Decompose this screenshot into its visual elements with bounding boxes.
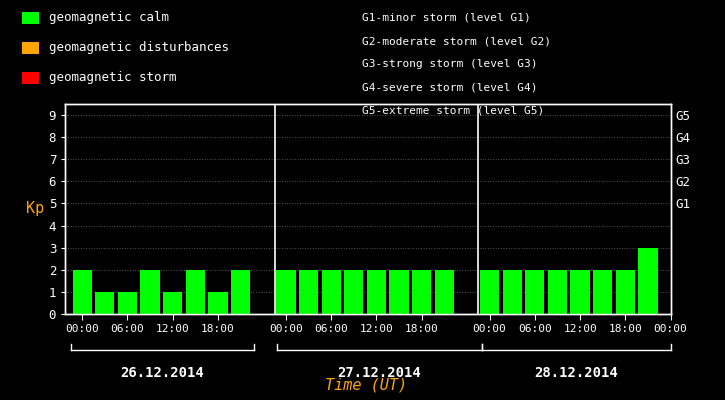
Text: 27.12.2014: 27.12.2014 bbox=[337, 366, 421, 380]
Bar bbox=[593, 270, 613, 314]
Text: G5-extreme storm (level G5): G5-extreme storm (level G5) bbox=[362, 106, 544, 116]
Bar bbox=[344, 270, 363, 314]
Bar bbox=[389, 270, 409, 314]
Text: G3-strong storm (level G3): G3-strong storm (level G3) bbox=[362, 60, 538, 70]
Bar bbox=[141, 270, 160, 314]
Text: geomagnetic storm: geomagnetic storm bbox=[49, 72, 177, 84]
Bar bbox=[435, 270, 454, 314]
Bar bbox=[639, 248, 658, 314]
Bar bbox=[72, 270, 92, 314]
Text: G1-minor storm (level G1): G1-minor storm (level G1) bbox=[362, 13, 531, 23]
Bar bbox=[276, 270, 296, 314]
Text: Time (UT): Time (UT) bbox=[325, 378, 407, 393]
Y-axis label: Kp: Kp bbox=[25, 202, 44, 216]
Bar bbox=[95, 292, 115, 314]
Bar bbox=[548, 270, 567, 314]
Bar bbox=[186, 270, 205, 314]
Bar bbox=[208, 292, 228, 314]
Bar bbox=[480, 270, 500, 314]
Text: G4-severe storm (level G4): G4-severe storm (level G4) bbox=[362, 83, 538, 93]
Text: 28.12.2014: 28.12.2014 bbox=[534, 366, 618, 380]
Text: G2-moderate storm (level G2): G2-moderate storm (level G2) bbox=[362, 36, 552, 46]
Bar bbox=[502, 270, 522, 314]
Bar bbox=[525, 270, 544, 314]
Text: geomagnetic calm: geomagnetic calm bbox=[49, 12, 170, 24]
Bar bbox=[412, 270, 431, 314]
Bar bbox=[299, 270, 318, 314]
Bar bbox=[118, 292, 137, 314]
Bar bbox=[231, 270, 250, 314]
Bar bbox=[571, 270, 589, 314]
Bar bbox=[616, 270, 635, 314]
Text: 26.12.2014: 26.12.2014 bbox=[120, 366, 204, 380]
Text: geomagnetic disturbances: geomagnetic disturbances bbox=[49, 42, 229, 54]
Bar bbox=[322, 270, 341, 314]
Bar bbox=[163, 292, 183, 314]
Bar bbox=[367, 270, 386, 314]
